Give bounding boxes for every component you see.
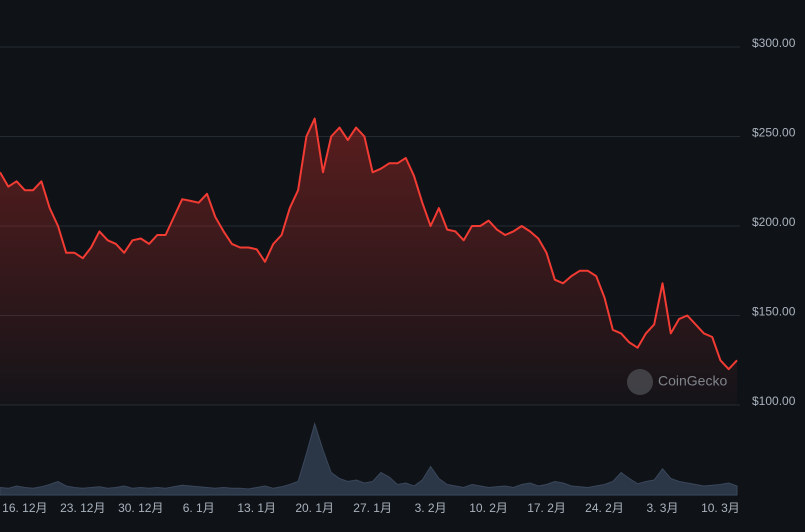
y-tick-label: $250.00 <box>752 126 796 140</box>
x-tick-label: 3. 2月 <box>415 501 447 515</box>
price-line <box>0 117 738 371</box>
x-tick-label: 3. 3月 <box>646 501 678 515</box>
x-tick-label: 30. 12月 <box>118 501 163 515</box>
x-tick-label: 10. 3月 <box>701 501 740 515</box>
x-tick-label: 13. 1月 <box>237 501 276 515</box>
x-tick-label: 6. 1月 <box>183 501 215 515</box>
x-tick-label: 24. 2月 <box>585 501 624 515</box>
y-tick-label: $150.00 <box>752 305 796 319</box>
x-tick-label: 23. 12月 <box>60 501 105 515</box>
watermark: CoinGecko <box>658 373 727 389</box>
watermark-logo <box>627 369 653 395</box>
x-tick-label: 17. 2月 <box>527 501 566 515</box>
y-tick-label: $100.00 <box>752 394 796 408</box>
y-tick-label: $300.00 <box>752 36 796 50</box>
y-tick-label: $200.00 <box>752 215 796 229</box>
volume-area <box>0 422 738 496</box>
price-area <box>0 118 737 405</box>
watermark-group: CoinGecko <box>627 369 727 395</box>
x-tick-label: 10. 2月 <box>469 501 508 515</box>
x-tick-label: 16. 12月 <box>2 501 47 515</box>
x-tick-label: 27. 1月 <box>353 501 392 515</box>
x-tick-label: 20. 1月 <box>295 501 334 515</box>
